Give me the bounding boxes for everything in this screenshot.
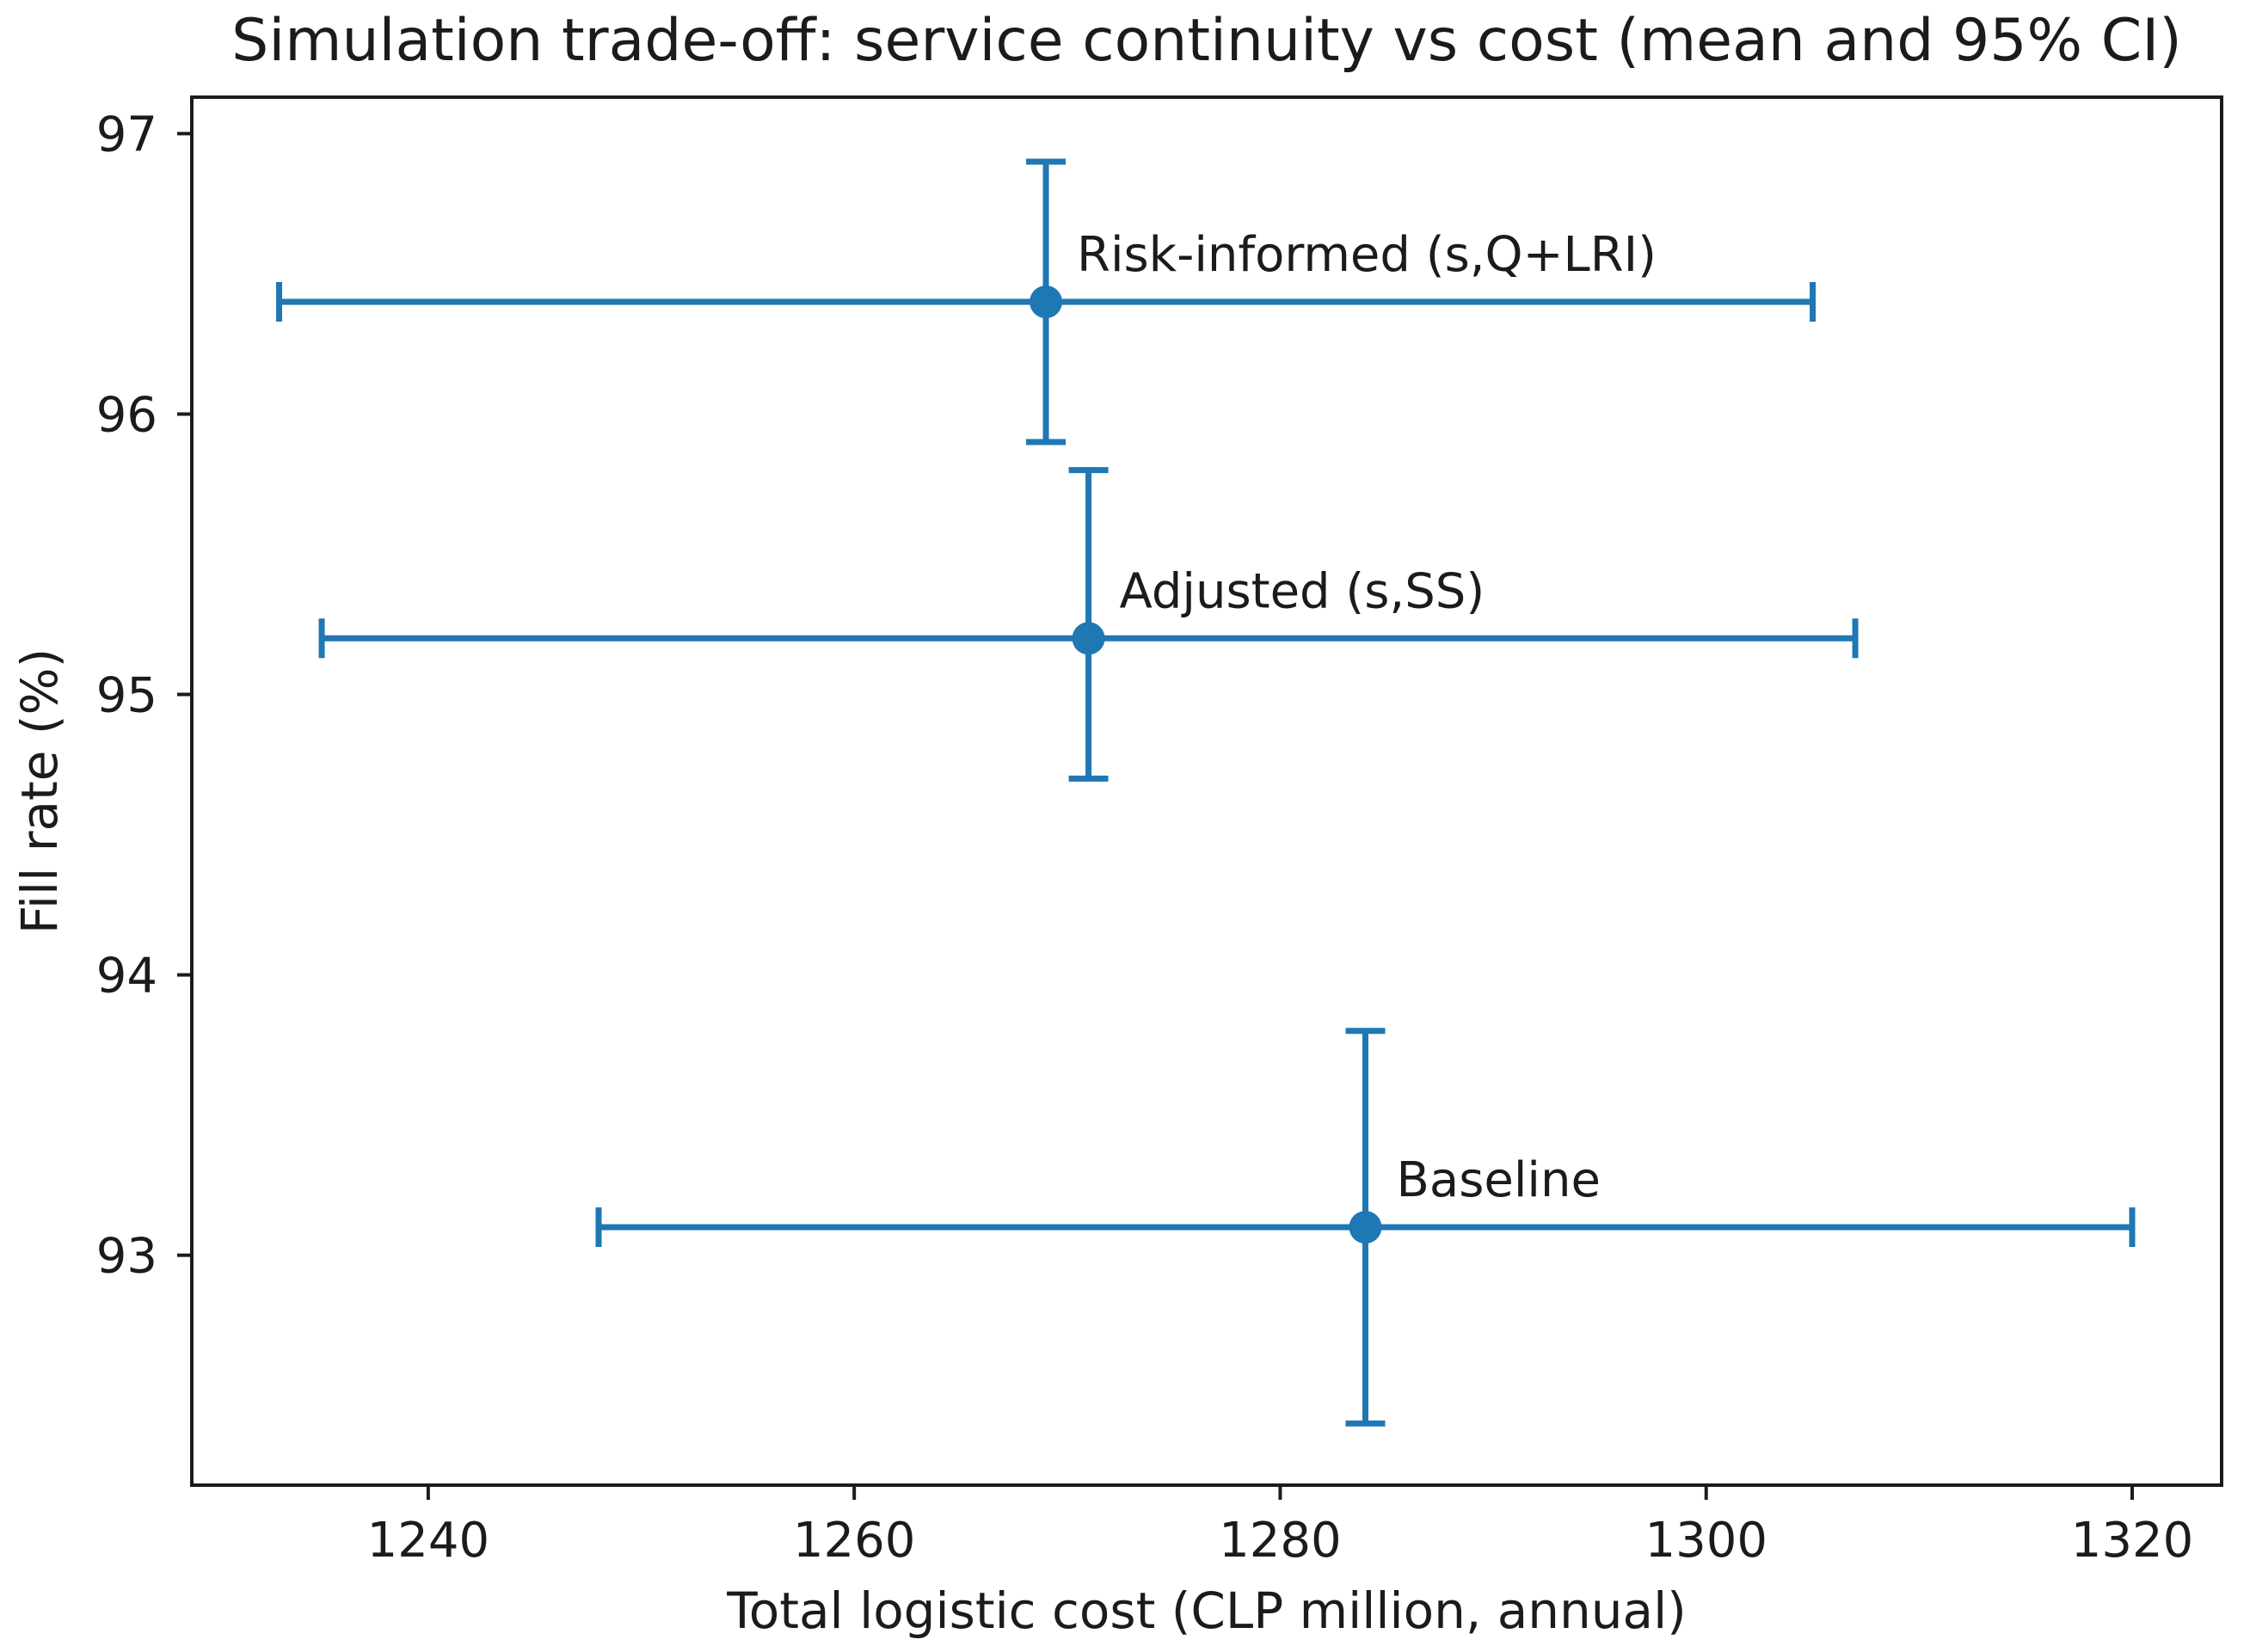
y-tick-label: 97 xyxy=(96,107,157,163)
chart-title: Simulation trade-off: service continuity… xyxy=(231,7,2182,75)
x-axis-label: Total logistic cost (CLP million, annual… xyxy=(726,1581,1687,1640)
point-label: Baseline xyxy=(1396,1152,1600,1208)
point-label: Risk-informed (s,Q+LRI) xyxy=(1077,227,1657,283)
x-tick-label: 1240 xyxy=(367,1513,490,1569)
data-point-marker xyxy=(1072,622,1105,655)
y-tick-label: 94 xyxy=(96,949,157,1004)
point-label: Adjusted (s,SS) xyxy=(1120,563,1485,619)
y-tick-label: 95 xyxy=(96,668,157,724)
chart-render-layer: 1240 1260 1280 1300 1320 93 94 95 96 97 Risk-infor… xyxy=(96,95,2223,1569)
x-tick-label: 1280 xyxy=(1219,1513,1342,1569)
plot-frame xyxy=(190,95,2223,1487)
data-point-marker xyxy=(1030,286,1063,319)
y-tick-label: 96 xyxy=(96,387,157,443)
x-tick-label: 1300 xyxy=(1644,1513,1767,1569)
y-axis-label: Fill rate (%) xyxy=(10,648,69,935)
y-tick-label: 93 xyxy=(96,1229,157,1285)
x-tick-label: 1320 xyxy=(2071,1513,2194,1569)
data-point-marker xyxy=(1349,1211,1382,1244)
x-tick-label: 1260 xyxy=(793,1513,916,1569)
